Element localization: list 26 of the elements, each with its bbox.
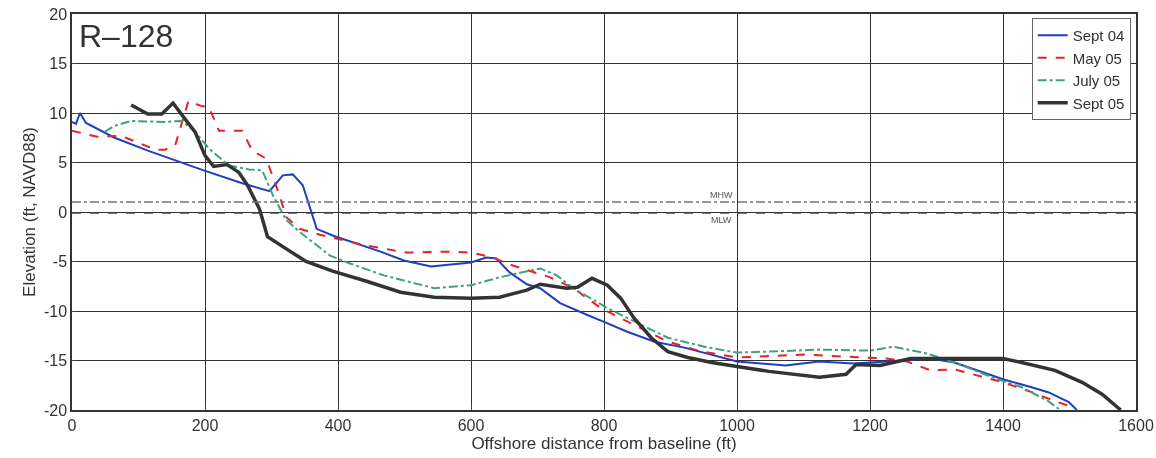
- x-tick-label: 400: [324, 416, 352, 434]
- y-tick-label: -10: [43, 302, 68, 320]
- x-tick-label: 1000: [719, 416, 755, 434]
- y-tick-label: 5: [58, 154, 68, 172]
- legend-label: July 05: [1072, 72, 1121, 90]
- y-tick-label: -20: [43, 401, 68, 419]
- y-tick-label: -15: [43, 352, 68, 370]
- x-axis-title: Offshore distance from baseline (ft): [471, 433, 737, 453]
- ref-line-label: MLW: [711, 215, 732, 225]
- y-tick-label: 15: [49, 55, 68, 73]
- x-tick-label: 1400: [985, 416, 1021, 434]
- y-tick-label: 20: [49, 5, 68, 23]
- y-tick-label: -5: [52, 253, 68, 271]
- x-tick-label: 600: [457, 416, 485, 434]
- x-tick-label: 800: [590, 416, 618, 434]
- x-tick-label: 200: [191, 416, 219, 434]
- y-axis-title: Elevation (ft, NAVD88): [19, 127, 39, 297]
- ref-line-label: MHW: [710, 190, 733, 200]
- y-tick-label: 0: [58, 203, 68, 221]
- chart-title: R–128: [79, 18, 174, 54]
- x-tick-label: 1200: [852, 416, 888, 434]
- legend-label: Sept 04: [1072, 27, 1125, 45]
- legend-label: May 05: [1072, 49, 1122, 67]
- x-tick-label: 1600: [1118, 416, 1154, 434]
- y-tick-label: 10: [49, 104, 68, 122]
- legend-label: Sept 05: [1072, 94, 1125, 112]
